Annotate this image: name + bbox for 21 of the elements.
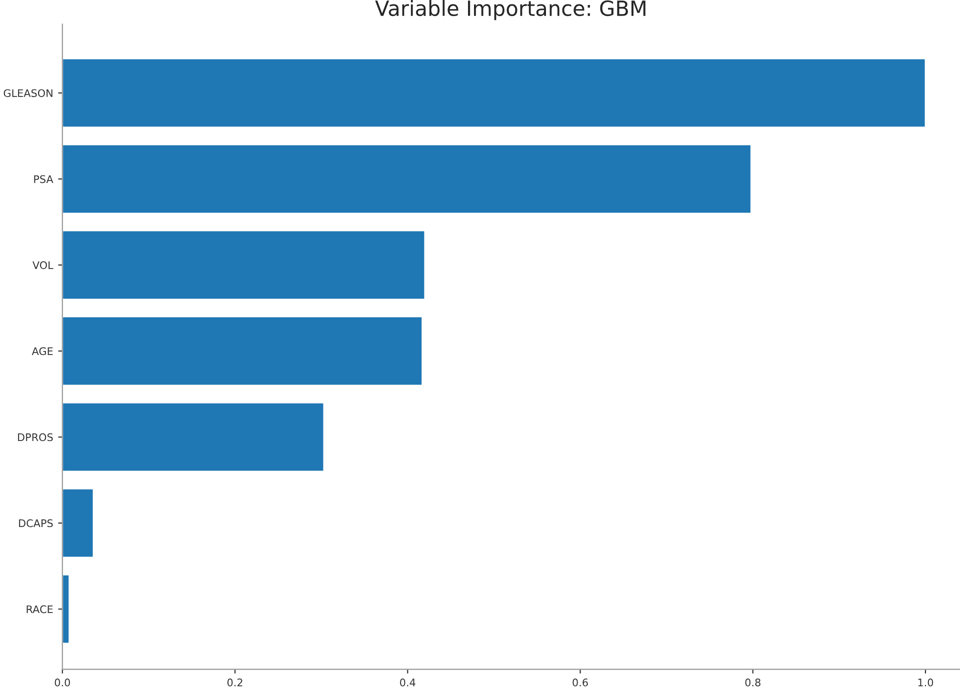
- x-tick-label: 0.2: [227, 678, 242, 686]
- bar: [62, 230, 426, 300]
- bar: [62, 402, 325, 472]
- bar: [62, 58, 926, 128]
- bar: [62, 574, 70, 644]
- y-tick-label: AGE: [32, 347, 53, 356]
- bar: [62, 144, 752, 214]
- x-tick-label: 0.4: [400, 678, 416, 686]
- bar: [62, 488, 94, 558]
- y-tick-label: PSA: [34, 175, 54, 184]
- x-tick-label: 0.0: [54, 678, 70, 686]
- x-tick-label: 1.0: [918, 678, 934, 686]
- y-tick-label: VOL: [32, 261, 54, 270]
- y-tick-label: RACE: [26, 605, 53, 614]
- y-tick-label: GLEASON: [4, 89, 52, 98]
- x-tick-label: 0.6: [572, 678, 588, 686]
- bar: [62, 316, 423, 386]
- chart-title: Variable Importance: GBM: [375, 0, 646, 20]
- y-tick-label: DPROS: [18, 433, 53, 442]
- x-tick-label: 0.8: [745, 678, 760, 686]
- y-tick-label: DCAPS: [19, 519, 53, 528]
